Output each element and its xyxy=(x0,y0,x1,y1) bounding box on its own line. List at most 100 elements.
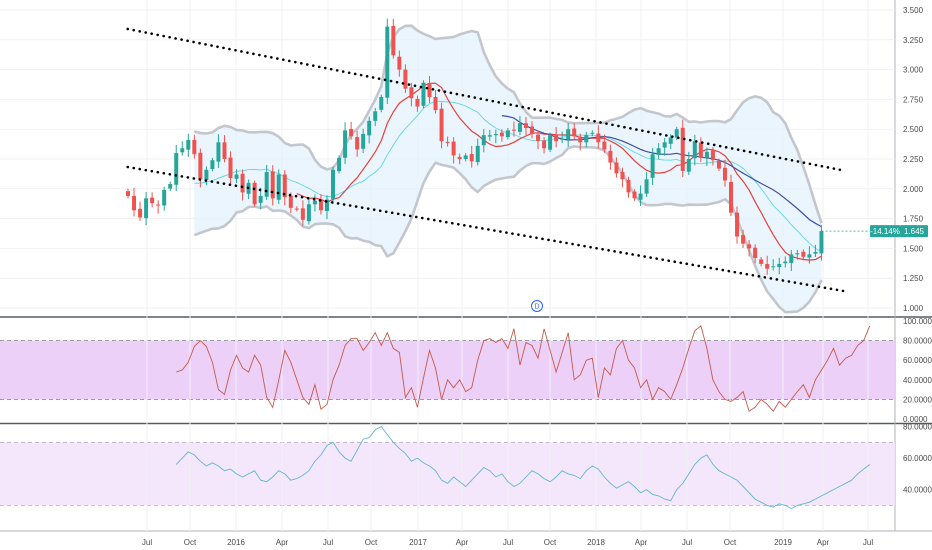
candle[interactable] xyxy=(626,176,631,198)
candle[interactable] xyxy=(813,244,818,258)
candle[interactable] xyxy=(493,129,498,144)
candle[interactable] xyxy=(759,257,764,267)
candle[interactable] xyxy=(192,134,197,159)
candle[interactable] xyxy=(138,201,143,221)
channel-upper-line[interactable] xyxy=(126,27,847,173)
candle[interactable] xyxy=(511,121,516,137)
candle[interactable] xyxy=(144,192,149,226)
candle[interactable] xyxy=(620,167,625,188)
candle[interactable] xyxy=(282,170,287,206)
candle[interactable] xyxy=(807,246,812,264)
candle[interactable] xyxy=(716,158,721,171)
candle[interactable] xyxy=(735,206,740,244)
candle[interactable] xyxy=(608,144,613,170)
candle[interactable] xyxy=(168,181,173,191)
trend-channel[interactable]: D xyxy=(126,27,847,312)
candle[interactable] xyxy=(373,107,378,127)
candle[interactable] xyxy=(306,197,311,225)
candle[interactable] xyxy=(674,126,679,140)
candle[interactable] xyxy=(753,244,758,264)
candle[interactable] xyxy=(421,80,426,109)
candle[interactable] xyxy=(656,143,661,160)
candle[interactable] xyxy=(517,116,522,136)
candle[interactable] xyxy=(662,138,667,156)
oscillator-1-pane[interactable] xyxy=(176,325,871,412)
candle[interactable] xyxy=(710,147,715,166)
candles[interactable] xyxy=(126,18,824,275)
candle[interactable] xyxy=(162,186,167,211)
candle[interactable] xyxy=(530,121,535,139)
candle[interactable] xyxy=(795,249,800,260)
candle[interactable] xyxy=(451,137,456,164)
candle[interactable] xyxy=(379,94,384,113)
candle[interactable] xyxy=(722,159,727,187)
candle[interactable] xyxy=(156,200,161,214)
candle[interactable] xyxy=(771,259,776,271)
candle[interactable] xyxy=(198,148,203,188)
candle[interactable] xyxy=(632,189,637,201)
candle[interactable] xyxy=(415,95,420,112)
candle[interactable] xyxy=(741,229,746,248)
osc1-line[interactable] xyxy=(176,325,871,412)
candle[interactable] xyxy=(783,256,788,268)
candle[interactable] xyxy=(337,155,342,174)
candle[interactable] xyxy=(222,135,227,163)
candle[interactable] xyxy=(300,200,305,227)
candle[interactable] xyxy=(409,82,414,107)
candle[interactable] xyxy=(614,157,619,178)
candle[interactable] xyxy=(729,174,733,216)
candle[interactable] xyxy=(445,136,450,147)
candle[interactable] xyxy=(403,64,408,93)
candle[interactable] xyxy=(668,134,673,149)
candle[interactable] xyxy=(499,129,504,142)
candle[interactable] xyxy=(150,192,155,208)
candle[interactable] xyxy=(433,89,438,114)
candle[interactable] xyxy=(397,50,402,77)
candle[interactable] xyxy=(234,169,239,184)
candle[interactable] xyxy=(355,130,360,157)
dividend-marker[interactable]: D xyxy=(531,300,543,312)
candle[interactable] xyxy=(391,18,396,59)
candle[interactable] xyxy=(566,122,571,147)
oscillator-2-pane[interactable] xyxy=(175,426,870,510)
candle[interactable] xyxy=(439,102,444,149)
candle[interactable] xyxy=(367,116,372,144)
candle[interactable] xyxy=(210,157,215,172)
candle[interactable] xyxy=(361,128,366,154)
candle[interactable] xyxy=(680,119,685,178)
candle[interactable] xyxy=(572,123,577,141)
candle[interactable] xyxy=(596,125,601,149)
candle[interactable] xyxy=(132,187,137,217)
candle[interactable] xyxy=(644,172,649,197)
candle[interactable] xyxy=(548,132,553,153)
candle[interactable] xyxy=(578,133,583,151)
candle[interactable] xyxy=(747,240,752,257)
candle[interactable] xyxy=(180,141,185,156)
candle[interactable] xyxy=(457,153,462,165)
candle[interactable] xyxy=(264,164,269,201)
candle[interactable] xyxy=(312,194,317,212)
candle[interactable] xyxy=(204,166,209,186)
candle[interactable] xyxy=(427,76,432,104)
candle[interactable] xyxy=(186,133,191,157)
candle[interactable] xyxy=(216,134,221,168)
candle[interactable] xyxy=(801,249,806,260)
candle[interactable] xyxy=(475,138,480,166)
candle[interactable] xyxy=(505,128,510,140)
candle[interactable] xyxy=(686,151,691,175)
candle[interactable] xyxy=(126,188,130,199)
osc2-line[interactable] xyxy=(175,426,870,510)
candle[interactable] xyxy=(650,148,655,185)
candle[interactable] xyxy=(258,187,263,210)
candle[interactable] xyxy=(789,250,794,272)
candle[interactable] xyxy=(698,137,703,163)
channel-lower-line[interactable] xyxy=(126,165,847,293)
candle[interactable] xyxy=(252,180,257,207)
candle[interactable] xyxy=(270,165,275,206)
candle[interactable] xyxy=(692,134,697,166)
candle[interactable] xyxy=(602,134,607,153)
candle[interactable] xyxy=(523,117,528,136)
candle[interactable] xyxy=(554,127,559,148)
candle[interactable] xyxy=(294,206,299,212)
